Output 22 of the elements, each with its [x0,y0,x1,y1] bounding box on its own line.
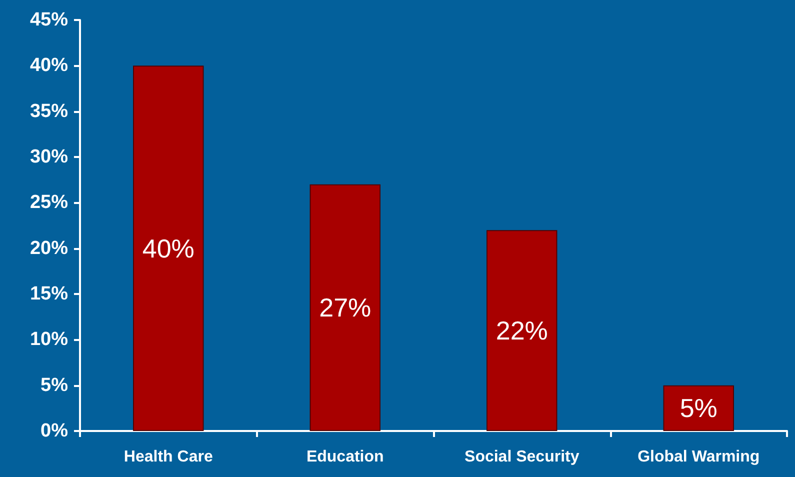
y-tick-label: 10% [30,329,68,350]
x-tick-label: Health Care [124,448,213,466]
x-tick-label: Global Warming [638,448,760,466]
bar [663,385,734,431]
y-tick-label: 40% [30,55,68,76]
y-tick-label: 30% [30,146,68,168]
y-tick-label: 0% [40,420,68,442]
x-tick-label: Social Security [464,448,580,466]
bar [486,230,558,431]
data-label: 22% [496,316,548,346]
y-tick-label: 25% [30,192,68,214]
x-tick-label: Education [306,448,384,466]
y-tick-label: 45% [30,10,68,30]
bar [310,184,380,431]
data-label: 5% [680,393,718,424]
bar [133,66,204,431]
y-tick-label: 20% [30,238,68,259]
y-tick-label: 5% [40,374,68,396]
data-label: 27% [319,292,372,323]
data-label: 40% [142,233,194,264]
y-tick-label: 35% [30,100,68,122]
y-tick-label: 15% [30,284,68,304]
